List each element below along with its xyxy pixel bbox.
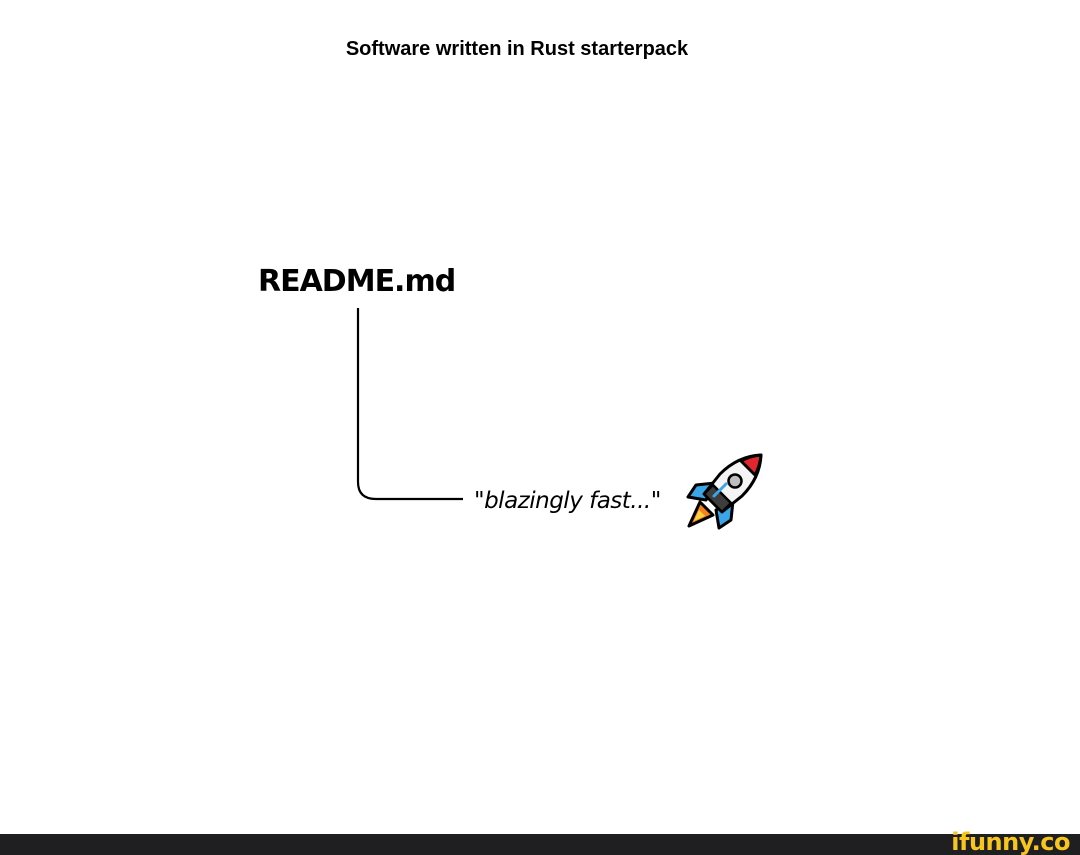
- ifunny-watermark-logo: ifunny.co: [951, 828, 1070, 855]
- readme-file-label: README.md: [258, 264, 456, 299]
- quote-text: "blazingly fast...": [474, 488, 661, 514]
- footer-bar: ifunny.co: [0, 828, 1080, 855]
- page-title: Software written in Rust starterpack: [345, 38, 689, 60]
- rocket-icon: [686, 453, 763, 530]
